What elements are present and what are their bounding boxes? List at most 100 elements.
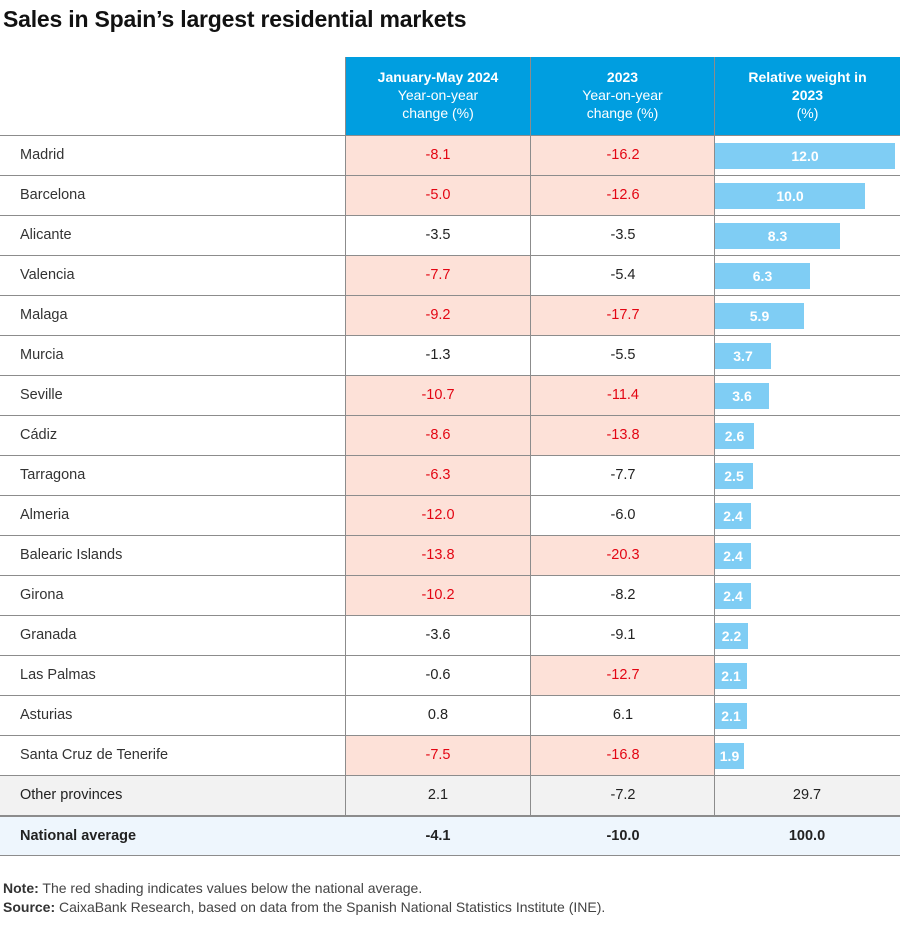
ytd-2024-value: 0.8 (427, 707, 449, 723)
ytd-2024-value: -7.5 (346, 736, 530, 775)
weight-bar: 2.5 (715, 463, 753, 489)
change-2023-value: -13.8 (531, 416, 715, 455)
province-name: Tarragona (20, 467, 86, 483)
table-row: Santa Cruz de Tenerife -7.5 -16.8 1.9 (0, 736, 900, 776)
weight-bar: 10.0 (715, 183, 865, 209)
change-2023-value: -12.7 (531, 656, 715, 695)
header-2023-change-line1: Year-on-year (582, 87, 663, 103)
table-top-rule (0, 135, 900, 136)
province-name: Seville (20, 387, 63, 403)
header-2023-change: 2023 Year-on-year change (%) (531, 57, 714, 135)
weight-bar: 3.6 (715, 383, 769, 409)
change-2023-value: -20.3 (531, 536, 715, 575)
weight-bar: 8.3 (715, 223, 840, 249)
province-name: Almeria (20, 507, 70, 523)
note-label: Note: (3, 880, 39, 896)
table-row: Asturias 0.8 6.1 2.1 (0, 696, 900, 736)
province-name: Murcia (20, 347, 64, 363)
change-2023-value: -3.5 (610, 227, 636, 243)
header-relative-weight: Relative weight in 2023 (%) (715, 57, 900, 135)
header-ytd-2024-line2: change (%) (402, 105, 474, 121)
weight-bar: 2.6 (715, 423, 754, 449)
source: Source: CaixaBank Research, based on dat… (3, 899, 605, 915)
province-name: Barcelona (20, 187, 86, 203)
province-name: Cádiz (20, 427, 58, 443)
province-name: Malaga (20, 307, 68, 323)
change-2023-value: -11.4 (531, 376, 715, 415)
weight-bar: 3.7 (715, 343, 771, 369)
chart-title: Sales in Spain’s largest residential mar… (3, 6, 467, 32)
table-row: Almeria -12.0 -6.0 2.4 (0, 496, 900, 536)
weight-bar: 2.2 (715, 623, 748, 649)
ytd-2024-value: -8.1 (346, 136, 530, 175)
column-divider (530, 57, 531, 816)
table-row: Balearic Islands -13.8 -20.3 2.4 (0, 536, 900, 576)
national-average-name: National average (20, 828, 137, 844)
table-row: Cádiz -8.6 -13.8 2.6 (0, 416, 900, 456)
other-provinces-name: Other provinces (20, 787, 123, 803)
table-row: Alicante -3.5 -3.5 8.3 (0, 216, 900, 256)
header-2023-change-line2: change (%) (586, 105, 659, 121)
weight-bar: 12.0 (715, 143, 895, 169)
province-name: Alicante (20, 227, 72, 243)
other-provinces-ytd: 2.1 (427, 787, 449, 803)
province-name: Santa Cruz de Tenerife (20, 747, 169, 763)
column-divider (714, 57, 715, 816)
header-ytd-2024: January-May 2024 Year-on-year change (%) (346, 57, 530, 135)
header-relative-weight-line2: (%) (796, 105, 819, 121)
ytd-2024-value: -3.5 (425, 227, 451, 243)
table-row: Tarragona -6.3 -7.7 2.5 (0, 456, 900, 496)
change-2023-value: -16.2 (531, 136, 715, 175)
table-row: Valencia -7.7 -5.4 6.3 (0, 256, 900, 296)
change-2023-value: -16.8 (531, 736, 715, 775)
ytd-2024-value: -9.2 (346, 296, 530, 335)
weight-bar: 2.4 (715, 503, 751, 529)
change-2023-value: -8.2 (610, 587, 636, 603)
note: Note: The red shading indicates values b… (3, 880, 422, 896)
change-2023-value: -5.5 (610, 347, 636, 363)
ytd-2024-value: -10.7 (346, 376, 530, 415)
weight-bar: 1.9 (715, 743, 744, 769)
table-row: Malaga -9.2 -17.7 5.9 (0, 296, 900, 336)
table-row: Murcia -1.3 -5.5 3.7 (0, 336, 900, 376)
national-average-ytd: -4.1 (425, 828, 451, 844)
ytd-2024-value: -1.3 (425, 347, 451, 363)
ytd-2024-value: -5.0 (346, 176, 530, 215)
header-relative-weight-line1: 2023 (791, 87, 824, 103)
province-name: Balearic Islands (20, 547, 123, 563)
ytd-2024-value: -13.8 (346, 536, 530, 575)
ytd-2024-value: -6.3 (346, 456, 530, 495)
ytd-2024-value: -12.0 (346, 496, 530, 535)
province-name: Madrid (20, 147, 65, 163)
national-average-2023: -10.0 (606, 828, 640, 844)
weight-bar: 2.4 (715, 583, 751, 609)
source-label: Source: (3, 899, 56, 915)
table-row: Las Palmas -0.6 -12.7 2.1 (0, 656, 900, 696)
province-name: Granada (20, 627, 77, 643)
other-provinces-row: Other provinces 2.1 -7.2 29.7 (0, 776, 900, 816)
header-ytd-2024-line1: Year-on-year (397, 87, 479, 103)
change-2023-value: -17.7 (531, 296, 715, 335)
header-relative-weight-title: Relative weight in (748, 69, 867, 85)
source-text: CaixaBank Research, based on data from t… (55, 899, 606, 915)
province-name: Girona (20, 587, 64, 603)
table-row: Girona -10.2 -8.2 2.4 (0, 576, 900, 616)
ytd-2024-value: -3.6 (425, 627, 451, 643)
national-average-weight: 100.0 (788, 828, 826, 844)
header-ytd-2024-title: January-May 2024 (377, 69, 499, 85)
table-row: Seville -10.7 -11.4 3.6 (0, 376, 900, 416)
ytd-2024-value: -10.2 (346, 576, 530, 615)
note-text: The red shading indicates values below t… (38, 880, 423, 896)
province-name: Las Palmas (20, 667, 96, 683)
change-2023-value: -9.1 (610, 627, 636, 643)
weight-bar: 2.1 (715, 703, 747, 729)
national-average-row: National average -4.1 -10.0 100.0 (0, 816, 900, 856)
header-2023-change-title: 2023 (606, 69, 639, 85)
ytd-2024-value: -7.7 (346, 256, 530, 295)
ytd-2024-value: -8.6 (346, 416, 530, 455)
table-row: Madrid -8.1 -16.2 12.0 (0, 136, 900, 176)
weight-bar: 5.9 (715, 303, 804, 329)
column-divider (345, 57, 346, 816)
change-2023-value: -6.0 (610, 507, 636, 523)
table-row: Granada -3.6 -9.1 2.2 (0, 616, 900, 656)
